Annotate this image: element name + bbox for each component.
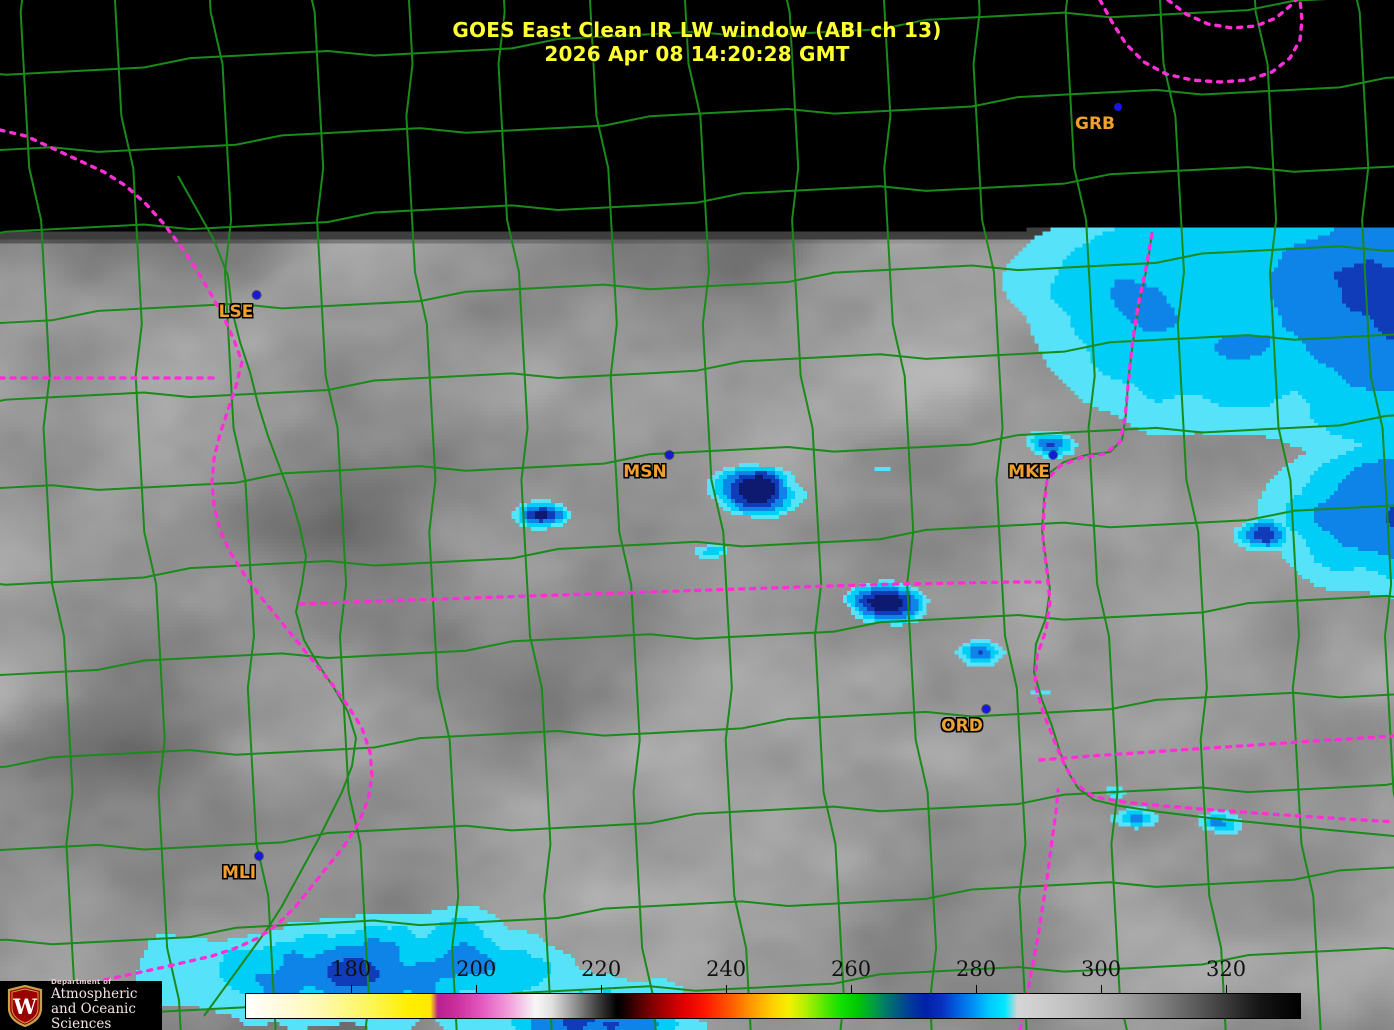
colorbar-tick-labels: 180 200 220 240 260 280 300 320: [0, 957, 1394, 983]
station-marker-mli: MLI: [222, 852, 264, 883]
colorbar-tick-label: 200: [456, 957, 497, 981]
station-label: MKE: [1008, 451, 1057, 482]
colorbar-tick: [726, 985, 728, 994]
station-marker-msn: MSN: [623, 451, 674, 482]
county-line-horizontal: [0, 333, 1394, 402]
colorbar-tick-label: 300: [1081, 957, 1122, 981]
county-line-horizontal: [0, 165, 1394, 234]
colorbar-tick: [1101, 985, 1103, 994]
state-border-river: [0, 128, 374, 1012]
state-border-il-in: [1018, 788, 1060, 1030]
colorbar-tick-marks: [245, 985, 1301, 995]
lake-michigan-shoreline: [1032, 231, 1394, 837]
logo-line-1: Atmospheric: [51, 986, 138, 1002]
uw-aos-logo: W Department of Atmospheric and Oceanic …: [0, 979, 162, 1030]
county-line-vertical: [785, 0, 846, 1030]
county-line-horizontal: [0, 414, 1394, 491]
station-label: MSN: [623, 451, 674, 482]
county-line-horizontal: [0, 866, 1394, 946]
station-dot-icon: [665, 451, 674, 459]
station-label: MLI: [222, 852, 264, 883]
colorbar-tick-label: 240: [706, 957, 747, 981]
colorbar-tick-label: 280: [956, 957, 997, 981]
county-line-horizontal: [0, 691, 1394, 769]
colorbar-tick-label: 180: [331, 957, 372, 981]
colorbar-tick: [601, 985, 603, 994]
state-border-bay: [1166, 0, 1298, 30]
station-marker-grb: GRB: [1075, 103, 1123, 134]
logo-line-2: and Oceanic Sciences: [51, 1001, 136, 1030]
colorbar-tick: [351, 985, 353, 994]
colorbar-tick-label: 220: [581, 957, 622, 981]
county-line-vertical: [683, 0, 752, 1030]
county-line-vertical: [405, 0, 460, 1030]
state-border-in-mi: [1038, 734, 1394, 762]
colorbar-gradient: [245, 993, 1301, 1019]
station-marker-ord: ORD: [941, 705, 990, 736]
logo-department: Department of: [51, 978, 112, 986]
colorbar: [245, 993, 1301, 1019]
county-line-vertical: [882, 0, 938, 1030]
station-label: ORD: [941, 705, 990, 736]
station-marker-mke: MKE: [1008, 451, 1057, 482]
station-dot-icon: [1048, 451, 1057, 459]
colorbar-tick: [851, 985, 853, 994]
state-border-lake: [1033, 232, 1394, 824]
county-line-vertical: [113, 0, 182, 1030]
state-border-il-wi: [298, 580, 1042, 606]
state-border-upper-lake: [1098, 0, 1304, 84]
county-line-horizontal: [0, 245, 1394, 325]
county-line-horizontal: [0, 0, 1327, 76]
county-line-horizontal: [0, 946, 1394, 1029]
station-label: LSE: [219, 291, 261, 322]
station-dot-icon: [981, 705, 990, 713]
county-line-vertical: [588, 0, 657, 1030]
station-label: GRB: [1075, 103, 1123, 134]
colorbar-tick: [976, 985, 978, 994]
county-line-horizontal: [0, 76, 1394, 153]
county-line-vertical: [208, 0, 277, 1030]
county-line-vertical: [1253, 0, 1322, 1030]
county-line-vertical: [972, 0, 1028, 1030]
uw-crest-icon: W: [6, 984, 44, 1027]
svg-text:W: W: [12, 994, 37, 1019]
county-line-horizontal: [0, 594, 1394, 677]
county-line-vertical: [1355, 0, 1394, 799]
colorbar-tick-label: 320: [1205, 957, 1247, 981]
station-marker-lse: LSE: [219, 291, 261, 322]
colorbar-tick: [476, 985, 478, 994]
county-line-vertical: [497, 0, 553, 1030]
mississippi-river: [177, 175, 358, 1017]
station-dot-icon: [1114, 103, 1123, 111]
station-dot-icon: [252, 291, 261, 299]
county-line-horizontal: [0, 782, 1394, 852]
colorbar-tick-label: 260: [831, 957, 872, 981]
county-line-vertical: [19, 0, 83, 1030]
logo-text: Department of Atmospheric and Oceanic Sc…: [51, 979, 162, 1030]
county-line-horizontal: [0, 504, 1394, 586]
station-dot-icon: [255, 852, 264, 860]
county-line-vertical: [310, 0, 371, 1030]
county-line-vertical: [1064, 0, 1128, 1030]
county-line-vertical: [1158, 0, 1227, 1030]
colorbar-tick: [1226, 985, 1228, 994]
